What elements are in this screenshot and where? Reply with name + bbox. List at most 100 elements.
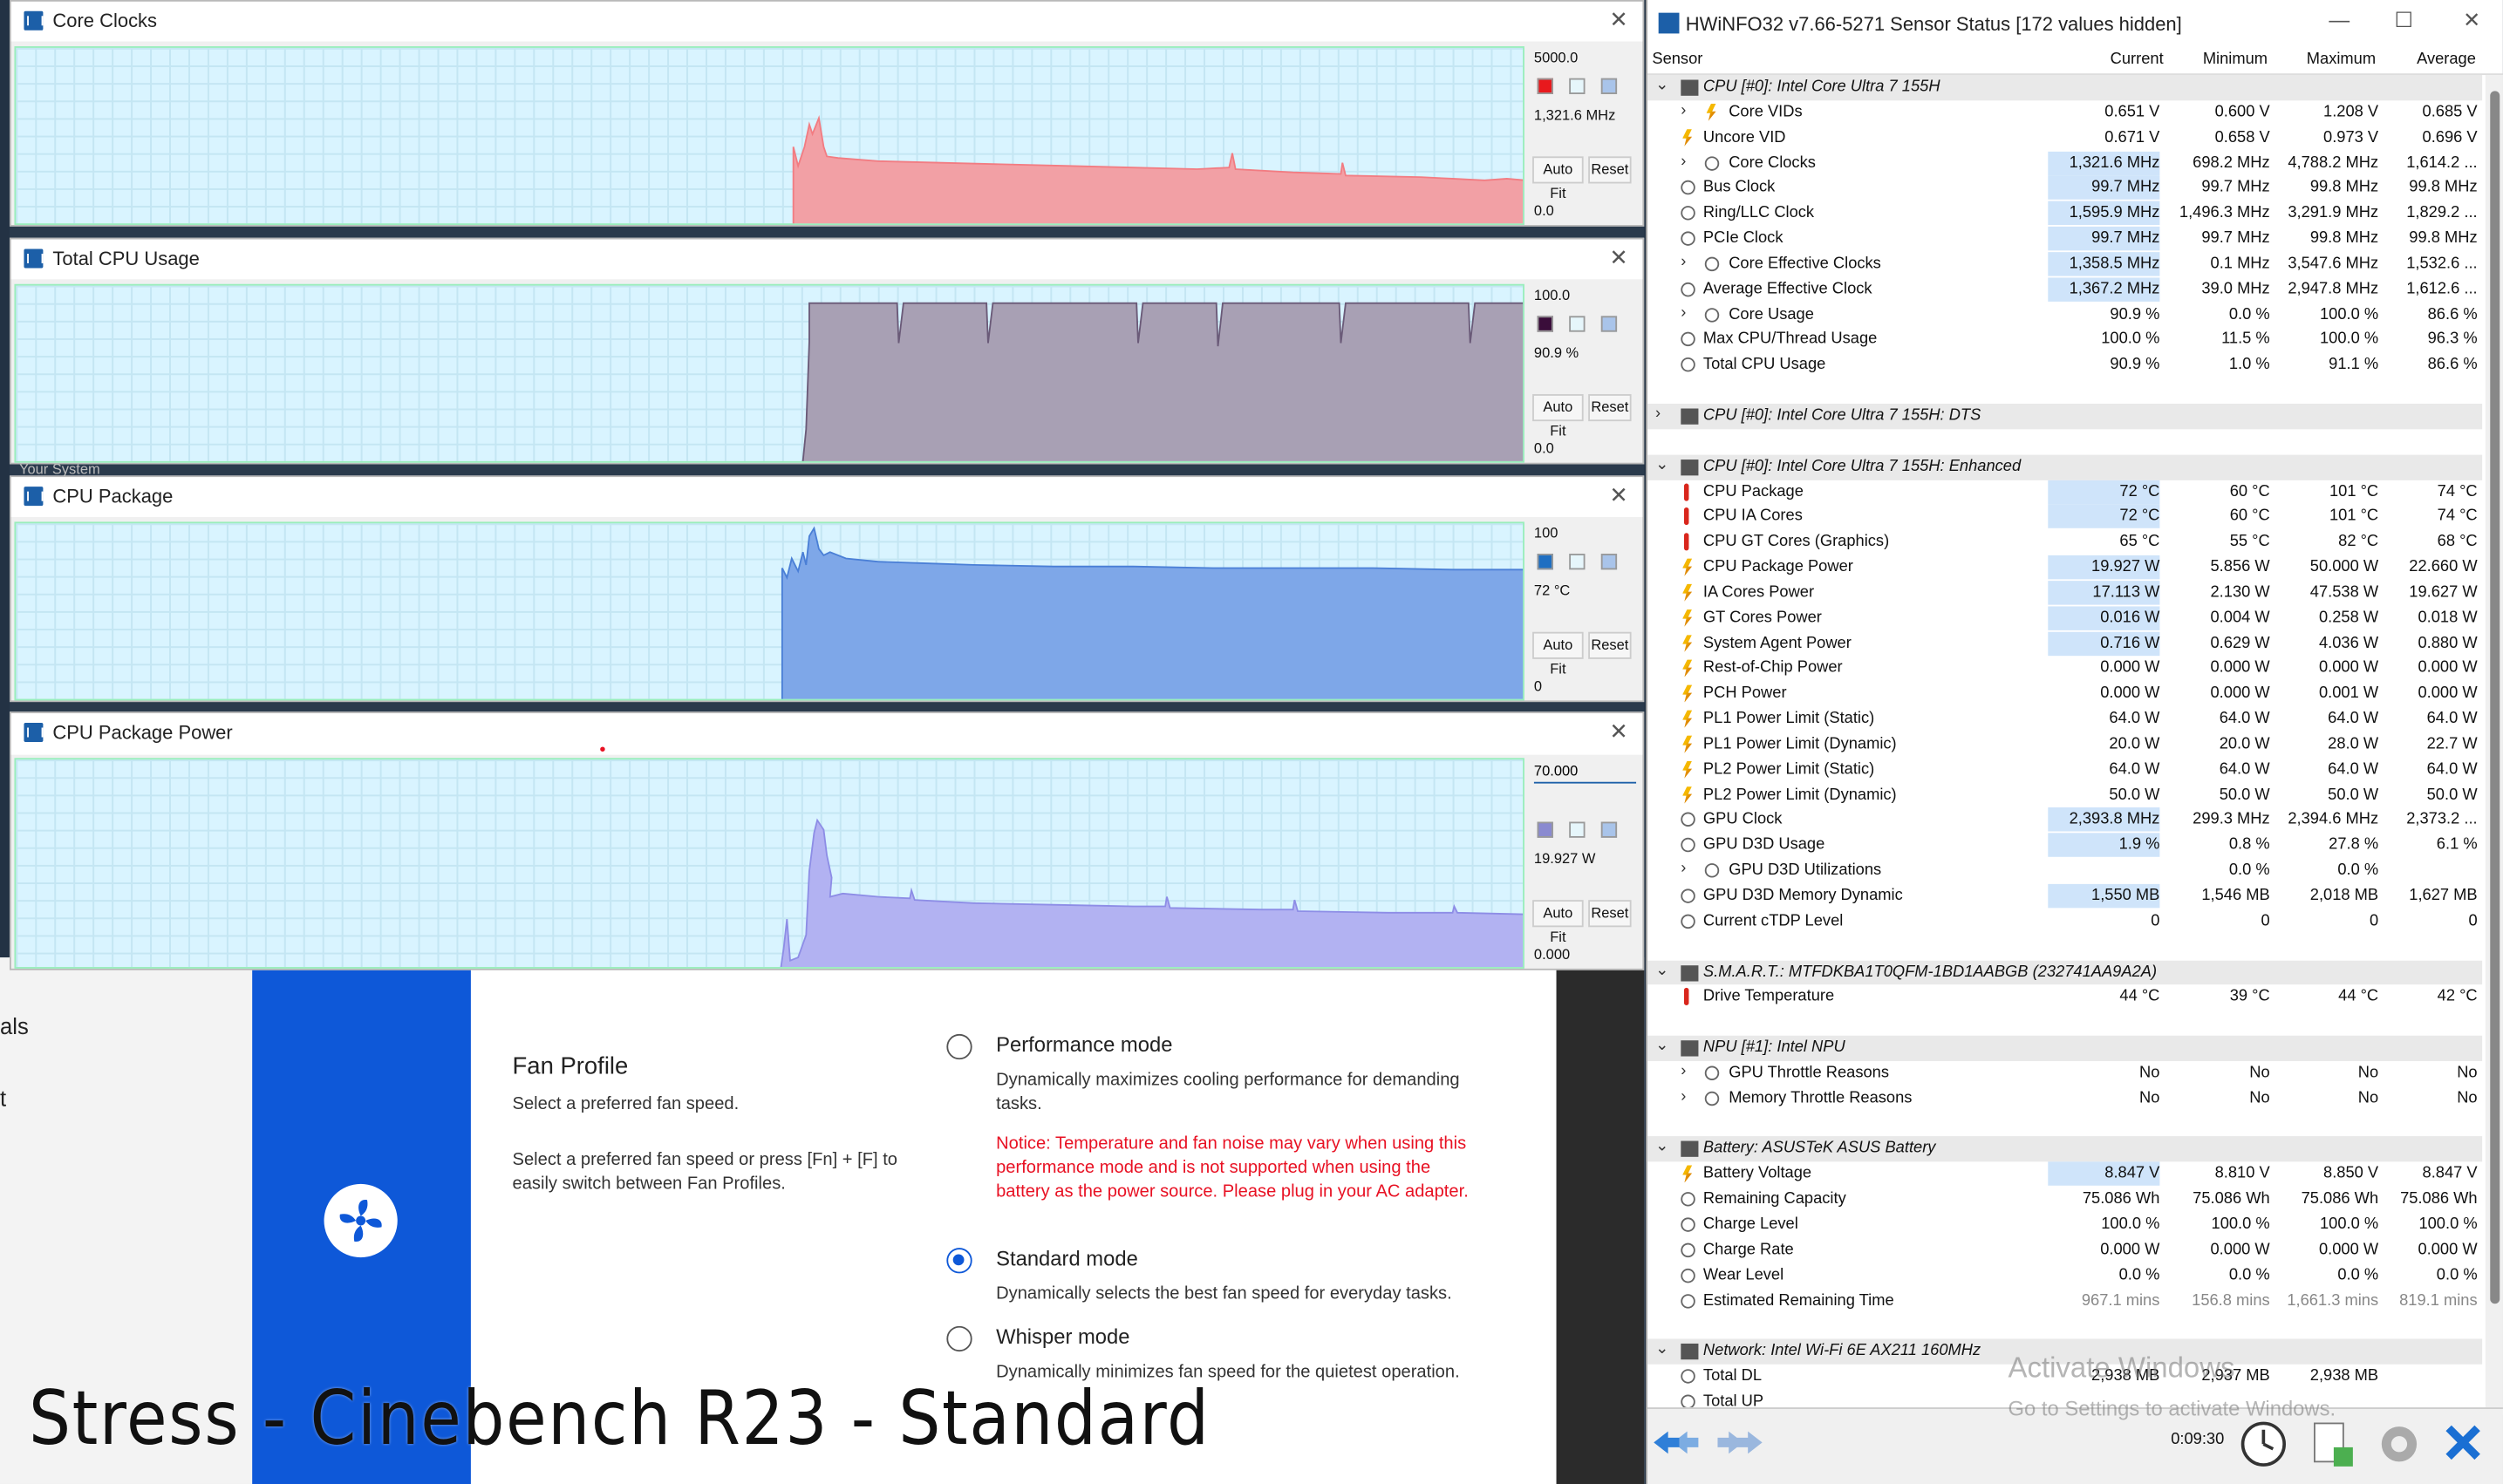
close-icon[interactable] [2442, 1422, 2484, 1464]
color-swatch[interactable] [1569, 821, 1586, 838]
graph-window-cpu-package-power[interactable]: CPU Package Power ✕ 70.000 19.927 W Auto… [9, 711, 1645, 970]
sensor-group-header[interactable]: ⌄ Network: Intel Wi-Fi 6E AX211 160MHz [1647, 1338, 2483, 1365]
sensor-row[interactable]: CPU GT Cores (Graphics) 65 °C 55 °C 82 °C 68… [1647, 530, 2482, 555]
color-swatch[interactable] [1600, 554, 1618, 570]
sensor-row[interactable]: Drive Temperature 44 °C 39 °C 44 °C 42 °C [1647, 985, 2482, 1011]
autofit-button[interactable]: Auto Fit [1532, 631, 1584, 677]
color-swatch[interactable] [1537, 316, 1553, 332]
report-icon[interactable] [2309, 1419, 2356, 1470]
sensor-group-header[interactable]: ⌄ CPU [#0]: Intel Core Ultra 7 155H [1647, 75, 2483, 101]
close-icon[interactable]: ✕ [1609, 6, 1628, 32]
chevron-down-icon[interactable]: ⌄ [1655, 1340, 1669, 1358]
sensor-row[interactable]: › Core VIDs 0.651 V 0.600 V 1.208 V 0.685 V [1647, 100, 2482, 126]
sensor-row[interactable]: CPU Package 72 °C 60 °C 101 °C 74 °C [1647, 479, 2482, 505]
chevron-right-icon[interactable]: › [1681, 303, 1687, 322]
sensor-row[interactable]: Total CPU Usage 90.9 % 1.0 % 91.1 % 86.6 % [1647, 353, 2482, 378]
graph-window-cpu-package[interactable]: CPU Package ✕ 100 72 °C Auto Fit Reset 0 [9, 475, 1645, 703]
sensor-row[interactable]: IA Cores Power 17.113 W 2.130 W 47.538 W 19.… [1647, 580, 2482, 606]
sensor-row[interactable]: Charge Rate 0.000 W 0.000 W 0.000 W 0.000 W [1647, 1238, 2482, 1263]
clock-icon[interactable] [2238, 1419, 2289, 1470]
reset-button[interactable]: Reset [1588, 394, 1632, 422]
sensor-row[interactable]: GPU Clock 2,393.8 MHz 299.3 MHz 2,394.6 MHz… [1647, 807, 2482, 834]
sensor-row[interactable]: › Memory Throttle Reasons No No No No [1647, 1086, 2482, 1112]
minimize-icon[interactable]: — [2329, 8, 2350, 32]
sensor-row[interactable]: PL2 Power Limit (Static) 64.0 W 64.0 W 64.0… [1647, 758, 2482, 783]
sensor-row[interactable]: › Core Usage 90.9 % 0.0 % 100.0 % 86.6 % [1647, 303, 2482, 328]
col-maximum[interactable]: Maximum [2306, 51, 2377, 69]
sensor-row[interactable]: CPU Package Power 19.927 W 5.856 W 50.000 W… [1647, 555, 2482, 581]
sensor-group-header[interactable]: › CPU [#0]: Intel Core Ultra 7 155H: DTS [1647, 403, 2483, 429]
chevron-right-icon[interactable]: › [1681, 1062, 1687, 1080]
sensor-group-header[interactable]: ⌄ Battery: ASUSTeK ASUS Battery [1647, 1136, 2483, 1162]
sensor-row[interactable]: › Core Clocks 1,321.6 MHz 698.2 MHz 4,788.2 … [1647, 151, 2482, 176]
sensor-row[interactable]: PCH Power 0.000 W 0.000 W 0.001 W 0.000 W [1647, 682, 2482, 707]
sensor-row[interactable]: GT Cores Power 0.016 W 0.004 W 0.258 W 0.018… [1647, 605, 2482, 631]
chevron-down-icon[interactable]: ⌄ [1655, 961, 1669, 979]
color-swatch[interactable] [1537, 78, 1553, 94]
sensor-row[interactable]: › GPU Throttle Reasons No No No No [1647, 1061, 2482, 1086]
close-icon[interactable]: ✕ [2463, 8, 2481, 32]
maximize-icon[interactable]: ☐ [2394, 8, 2413, 32]
sensor-row[interactable]: GPU D3D Usage 1.9 % 0.8 % 27.8 % 6.1 % [1647, 833, 2482, 859]
close-icon[interactable]: ✕ [1609, 244, 1628, 270]
radio-performance[interactable] [946, 1033, 972, 1060]
color-swatch[interactable] [1537, 821, 1553, 838]
sensor-row[interactable]: Ring/LLC Clock 1,595.9 MHz 1,496.3 MHz 3,29… [1647, 201, 2482, 227]
col-sensor[interactable]: Sensor [1652, 51, 1703, 69]
sensor-group-header[interactable]: ⌄ S.M.A.R.T.: MTFDKBA1T0QFM-1BD1AABGB (23… [1647, 959, 2483, 985]
color-swatch[interactable] [1569, 78, 1586, 94]
autofit-button[interactable]: Auto Fit [1532, 394, 1584, 439]
color-swatch[interactable] [1600, 78, 1618, 94]
sensor-row[interactable]: Bus Clock 99.7 MHz 99.7 MHz 99.8 MHz 99.8 MH… [1647, 175, 2482, 201]
arrows-right-icon[interactable] [1717, 1428, 1763, 1457]
nav-item-partial[interactable]: als [0, 1013, 29, 1039]
chevron-right-icon[interactable]: › [1681, 152, 1687, 170]
close-icon[interactable]: ✕ [1609, 481, 1628, 507]
color-swatch[interactable] [1569, 316, 1586, 332]
sensor-row[interactable]: Estimated Remaining Time 967.1 mins 156.8 … [1647, 1289, 2482, 1314]
sensor-row[interactable]: PL1 Power Limit (Dynamic) 20.0 W 20.0 W 28.… [1647, 732, 2482, 758]
col-current[interactable]: Current [2110, 51, 2164, 69]
col-minimum[interactable]: Minimum [2202, 51, 2268, 69]
sensor-row[interactable]: Battery Voltage 8.847 V 8.810 V 8.850 V 8.84… [1647, 1161, 2482, 1188]
reset-button[interactable]: Reset [1588, 900, 1632, 928]
close-icon[interactable]: ✕ [1609, 718, 1628, 744]
chevron-down-icon[interactable]: ⌄ [1655, 1037, 1669, 1055]
arrows-left-icon[interactable] [1654, 1428, 1699, 1457]
chevron-down-icon[interactable]: ⌄ [1655, 76, 1669, 94]
radio-whisper[interactable] [946, 1325, 972, 1352]
graph-window-core-clocks[interactable]: Core Clocks ✕ 5000.0 1,321.6 MHz Auto Fi… [9, 0, 1645, 227]
chevron-down-icon[interactable]: ⌄ [1655, 455, 1669, 473]
chevron-right-icon[interactable]: › [1681, 253, 1687, 271]
radio-standard[interactable] [946, 1248, 972, 1274]
sensor-row[interactable]: System Agent Power 0.716 W 0.629 W 4.036 W 0… [1647, 630, 2482, 657]
sensor-row[interactable]: Remaining Capacity 75.086 Wh 75.086 Wh 75.0… [1647, 1188, 2482, 1213]
color-swatch[interactable] [1569, 554, 1586, 570]
sensor-row[interactable]: Uncore VID 0.671 V 0.658 V 0.973 V 0.696 V [1647, 126, 2482, 151]
chevron-right-icon[interactable]: › [1655, 405, 1661, 423]
sensor-row[interactable]: CPU IA Cores 72 °C 60 °C 101 °C 74 °C [1647, 504, 2482, 530]
nav-item-partial[interactable]: t [0, 1085, 7, 1111]
sensor-row[interactable]: Total DL 2,938 MB 2,937 MB 2,938 MB [1647, 1365, 2482, 1390]
sensor-row[interactable]: Current cTDP Level 0 0 0 0 [1647, 909, 2482, 935]
sensor-group-header[interactable]: ⌄ NPU [#1]: Intel NPU [1647, 1035, 2483, 1061]
sensor-row[interactable]: › Core Effective Clocks 1,358.5 MHz 0.1 MHz… [1647, 251, 2482, 277]
autofit-button[interactable]: Auto Fit [1532, 900, 1584, 944]
sensor-row[interactable]: Rest-of-Chip Power 0.000 W 0.000 W 0.000 W 0… [1647, 657, 2482, 682]
sensor-row[interactable]: GPU D3D Memory Dynamic 1,550 MB 1,546 MB 2,… [1647, 883, 2482, 909]
color-swatch[interactable] [1600, 316, 1618, 332]
sensor-row[interactable]: Charge Level 100.0 % 100.0 % 100.0 % 100.0 % [1647, 1213, 2482, 1238]
color-swatch[interactable] [1600, 821, 1618, 838]
col-average[interactable]: Average [2417, 51, 2476, 69]
reset-button[interactable]: Reset [1588, 156, 1632, 184]
color-swatch[interactable] [1537, 554, 1553, 570]
sensor-row[interactable]: PL1 Power Limit (Static) 64.0 W 64.0 W 64.0… [1647, 707, 2482, 732]
scroll-thumb[interactable] [2490, 91, 2500, 1304]
max-value-input[interactable]: 70.000 [1533, 759, 1637, 784]
sensor-group-header[interactable]: ⌄ CPU [#0]: Intel Core Ultra 7 155H: Enha… [1647, 453, 2483, 480]
graph-window-total-cpu-usage[interactable]: Total CPU Usage ✕ 100.0 90.9 % Auto Fit … [9, 237, 1645, 465]
sensor-row[interactable]: Average Effective Clock 1,367.2 MHz 39.0 M… [1647, 276, 2482, 303]
sensor-row[interactable]: PCIe Clock 99.7 MHz 99.7 MHz 99.8 MHz 99.8 M… [1647, 226, 2482, 252]
vertical-scrollbar[interactable] [2485, 75, 2503, 1416]
autofit-button[interactable]: Auto Fit [1532, 156, 1584, 201]
